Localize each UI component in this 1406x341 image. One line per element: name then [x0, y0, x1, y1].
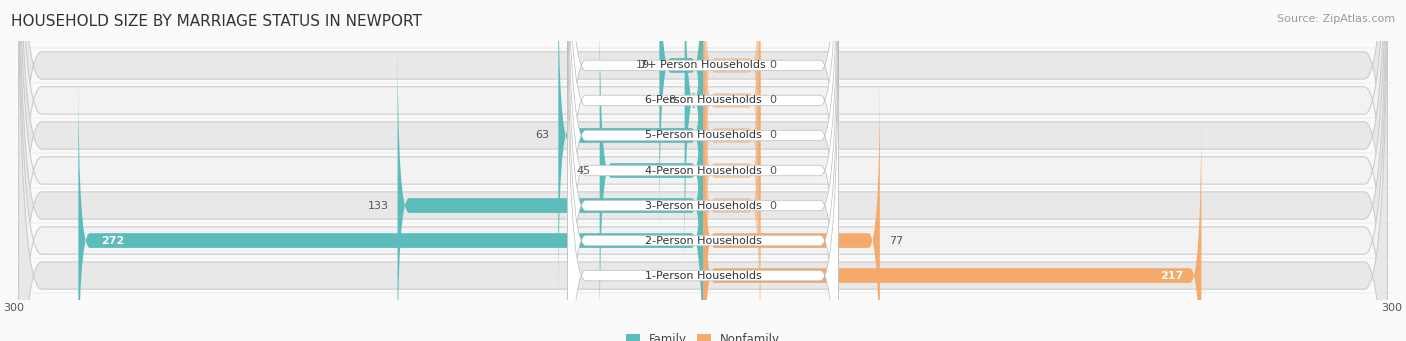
- FancyBboxPatch shape: [568, 0, 838, 341]
- Text: 0: 0: [769, 201, 776, 210]
- FancyBboxPatch shape: [568, 0, 838, 341]
- Text: 2-Person Households: 2-Person Households: [644, 236, 762, 246]
- Text: 133: 133: [367, 201, 388, 210]
- FancyBboxPatch shape: [703, 3, 761, 338]
- FancyBboxPatch shape: [18, 0, 1388, 341]
- Text: 7+ Person Households: 7+ Person Households: [640, 60, 766, 71]
- Text: 5-Person Households: 5-Person Households: [644, 131, 762, 140]
- FancyBboxPatch shape: [18, 0, 1388, 341]
- FancyBboxPatch shape: [659, 0, 703, 233]
- Text: 0: 0: [769, 131, 776, 140]
- FancyBboxPatch shape: [703, 0, 761, 303]
- Text: 3-Person Households: 3-Person Households: [644, 201, 762, 210]
- FancyBboxPatch shape: [703, 108, 1201, 341]
- FancyBboxPatch shape: [18, 0, 1388, 341]
- FancyBboxPatch shape: [558, 0, 703, 303]
- FancyBboxPatch shape: [568, 1, 838, 341]
- FancyBboxPatch shape: [703, 38, 761, 341]
- Text: 217: 217: [1160, 270, 1182, 281]
- FancyBboxPatch shape: [685, 0, 703, 268]
- Text: Source: ZipAtlas.com: Source: ZipAtlas.com: [1277, 14, 1395, 24]
- Text: 77: 77: [889, 236, 903, 246]
- FancyBboxPatch shape: [568, 0, 838, 340]
- FancyBboxPatch shape: [568, 0, 838, 341]
- FancyBboxPatch shape: [568, 0, 838, 341]
- FancyBboxPatch shape: [79, 73, 703, 341]
- Text: HOUSEHOLD SIZE BY MARRIAGE STATUS IN NEWPORT: HOUSEHOLD SIZE BY MARRIAGE STATUS IN NEW…: [11, 14, 422, 29]
- Text: 45: 45: [576, 165, 591, 176]
- Text: 272: 272: [101, 236, 125, 246]
- Text: 0: 0: [769, 60, 776, 71]
- FancyBboxPatch shape: [703, 0, 761, 268]
- FancyBboxPatch shape: [599, 3, 703, 338]
- FancyBboxPatch shape: [568, 0, 838, 341]
- FancyBboxPatch shape: [703, 73, 880, 341]
- Text: 1-Person Households: 1-Person Households: [644, 270, 762, 281]
- FancyBboxPatch shape: [18, 0, 1388, 341]
- Text: 4-Person Households: 4-Person Households: [644, 165, 762, 176]
- FancyBboxPatch shape: [18, 0, 1388, 341]
- FancyBboxPatch shape: [18, 0, 1388, 341]
- FancyBboxPatch shape: [398, 38, 703, 341]
- Text: 6-Person Households: 6-Person Households: [644, 95, 762, 105]
- Legend: Family, Nonfamily: Family, Nonfamily: [621, 329, 785, 341]
- Text: 0: 0: [769, 165, 776, 176]
- FancyBboxPatch shape: [18, 0, 1388, 341]
- Text: 8: 8: [668, 95, 675, 105]
- Text: 19: 19: [636, 60, 650, 71]
- Text: 0: 0: [769, 95, 776, 105]
- Text: 63: 63: [536, 131, 550, 140]
- FancyBboxPatch shape: [703, 0, 761, 233]
